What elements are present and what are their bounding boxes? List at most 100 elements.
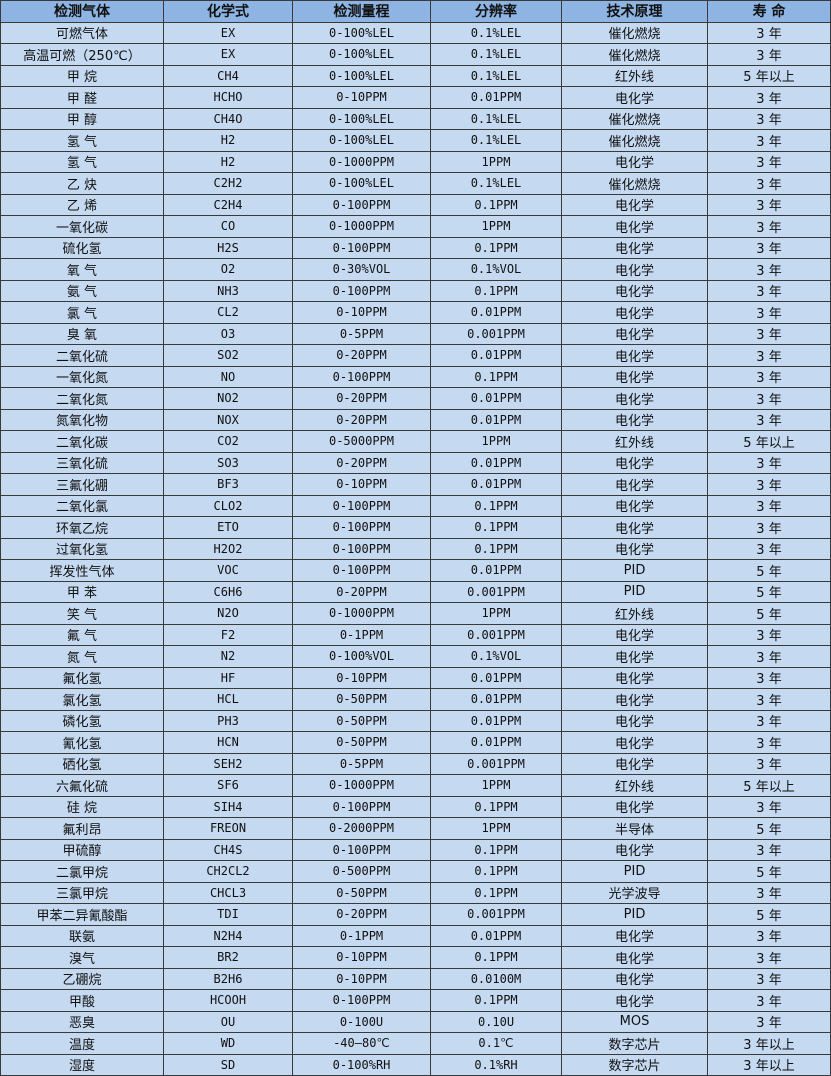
cell-resolution: 0.001PPM <box>430 752 562 775</box>
cell-formula: ETO <box>163 516 293 539</box>
cell-lifetime: 3 年 <box>707 709 831 732</box>
table-row: 甲苯二异氰酸酯 TDI 0-20PPM 0.001PPM PID 5 年 <box>0 903 831 926</box>
cell-range: 0-100PPM <box>292 193 431 216</box>
cell-lifetime: 3 年 <box>707 967 831 990</box>
table-row: 氟利昂 FREON 0-2000PPM 1PPM 半导体 5 年 <box>0 817 831 840</box>
cell-resolution: 0.1PPM <box>430 516 562 539</box>
cell-lifetime: 3 年 <box>707 43 831 66</box>
table-row: 乙 炔 C2H2 0-100%LEL 0.1%LEL 催化燃烧 3 年 <box>0 172 831 195</box>
cell-range: -40—80℃ <box>292 1032 431 1055</box>
cell-resolution: 0.01PPM <box>430 408 562 431</box>
cell-resolution: 0.1PPM <box>430 537 562 560</box>
cell-lifetime: 3 年以上 <box>707 1053 831 1076</box>
cell-lifetime: 3 年 <box>707 279 831 302</box>
cell-gas: 氮氧化物 <box>0 408 164 431</box>
cell-lifetime: 3 年 <box>707 408 831 431</box>
cell-gas: 乙 烯 <box>0 193 164 216</box>
cell-gas: 氢 气 <box>0 129 164 152</box>
table-row: 二氧化硫 SO2 0-20PPM 0.01PPM 电化学 3 年 <box>0 344 831 367</box>
cell-lifetime: 3 年 <box>707 365 831 388</box>
cell-lifetime: 3 年 <box>707 516 831 539</box>
table-row: 三氯甲烷 CHCL3 0-50PPM 0.1PPM 光学波导 3 年 <box>0 881 831 904</box>
header-principle: 技术原理 <box>561 0 708 23</box>
cell-range: 0-100%LEL <box>292 21 431 44</box>
cell-principle: 催化燃烧 <box>561 129 708 152</box>
cell-principle: 数字芯片 <box>561 1053 708 1076</box>
cell-range: 0-10PPM <box>292 301 431 324</box>
cell-gas: 甲 醇 <box>0 107 164 130</box>
cell-formula: CHCL3 <box>163 881 293 904</box>
table-row: 溴气 BR2 0-10PPM 0.1PPM 电化学 3 年 <box>0 946 831 969</box>
cell-gas: 氧 气 <box>0 258 164 281</box>
cell-gas: 氟化氢 <box>0 666 164 689</box>
table-row: 氮氧化物 NOX 0-20PPM 0.01PPM 电化学 3 年 <box>0 408 831 431</box>
cell-lifetime: 3 年 <box>707 537 831 560</box>
cell-formula: HCN <box>163 731 293 754</box>
cell-formula: F2 <box>163 623 293 646</box>
table-row: 乙 烯 C2H4 0-100PPM 0.1PPM 电化学 3 年 <box>0 193 831 216</box>
table-row: 挥发性气体 VOC 0-100PPM 0.01PPM PID 5 年 <box>0 559 831 582</box>
cell-resolution: 0.1PPM <box>430 279 562 302</box>
cell-lifetime: 3 年 <box>707 193 831 216</box>
cell-lifetime: 3 年 <box>707 215 831 238</box>
cell-range: 0-1000PPM <box>292 774 431 797</box>
cell-resolution: 0.01PPM <box>430 709 562 732</box>
cell-gas: 硅 烷 <box>0 795 164 818</box>
cell-range: 0-100PPM <box>292 516 431 539</box>
cell-resolution: 0.1%LEL <box>430 129 562 152</box>
cell-gas: 氰化氢 <box>0 731 164 754</box>
cell-gas: 二氧化碳 <box>0 430 164 453</box>
cell-range: 0-100%VOL <box>292 645 431 668</box>
cell-resolution: 0.1PPM <box>430 860 562 883</box>
cell-resolution: 0.1%LEL <box>430 43 562 66</box>
cell-gas: 甲酸 <box>0 989 164 1012</box>
table-row: 臭 氧 O3 0-5PPM 0.001PPM 电化学 3 年 <box>0 322 831 345</box>
cell-lifetime: 3 年 <box>707 301 831 324</box>
cell-formula: PH3 <box>163 709 293 732</box>
cell-formula: CO <box>163 215 293 238</box>
table-row: 甲 醛 HCHO 0-10PPM 0.01PPM 电化学 3 年 <box>0 86 831 109</box>
cell-formula: CH4 <box>163 64 293 87</box>
cell-range: 0-1000PPM <box>292 150 431 173</box>
cell-formula: CH2CL2 <box>163 860 293 883</box>
cell-principle: 电化学 <box>561 645 708 668</box>
cell-resolution: 0.01PPM <box>430 731 562 754</box>
table-row: 恶臭 OU 0-100U 0.10U MOS 3 年 <box>0 1010 831 1033</box>
cell-lifetime: 3 年 <box>707 623 831 646</box>
cell-range: 0-5PPM <box>292 322 431 345</box>
cell-lifetime: 3 年 <box>707 129 831 152</box>
cell-lifetime: 3 年 <box>707 688 831 711</box>
cell-range: 0-100PPM <box>292 559 431 582</box>
cell-principle: 电化学 <box>561 494 708 517</box>
cell-resolution: 0.01PPM <box>430 301 562 324</box>
table-row: 氮 气 N2 0-100%VOL 0.1%VOL 电化学 3 年 <box>0 645 831 668</box>
cell-formula: SEH2 <box>163 752 293 775</box>
cell-range: 0-50PPM <box>292 881 431 904</box>
cell-range: 0-20PPM <box>292 451 431 474</box>
cell-range: 0-5PPM <box>292 752 431 775</box>
table-row: 温度 WD -40—80℃ 0.1℃ 数字芯片 3 年以上 <box>0 1032 831 1055</box>
cell-formula: VOC <box>163 559 293 582</box>
cell-lifetime: 5 年 <box>707 580 831 603</box>
cell-resolution: 0.01PPM <box>430 559 562 582</box>
cell-gas: 甲苯二异氰酸酯 <box>0 903 164 926</box>
table-row: 磷化氢 PH3 0-50PPM 0.01PPM 电化学 3 年 <box>0 709 831 732</box>
cell-resolution: 0.01PPM <box>430 688 562 711</box>
cell-principle: 电化学 <box>561 322 708 345</box>
cell-range: 0-2000PPM <box>292 817 431 840</box>
cell-range: 0-20PPM <box>292 903 431 926</box>
cell-gas: 臭 氧 <box>0 322 164 345</box>
cell-formula: HCHO <box>163 86 293 109</box>
cell-principle: 催化燃烧 <box>561 107 708 130</box>
cell-lifetime: 3 年 <box>707 150 831 173</box>
cell-gas: 一氧化碳 <box>0 215 164 238</box>
cell-formula: H2 <box>163 150 293 173</box>
cell-range: 0-100PPM <box>292 795 431 818</box>
table-row: 氯 气 CL2 0-10PPM 0.01PPM 电化学 3 年 <box>0 301 831 324</box>
cell-lifetime: 3 年 <box>707 236 831 259</box>
cell-gas: 过氧化氢 <box>0 537 164 560</box>
cell-resolution: 0.10U <box>430 1010 562 1033</box>
table-row: 硫化氢 H2S 0-100PPM 0.1PPM 电化学 3 年 <box>0 236 831 259</box>
cell-range: 0-10PPM <box>292 946 431 969</box>
cell-resolution: 0.0100M <box>430 967 562 990</box>
